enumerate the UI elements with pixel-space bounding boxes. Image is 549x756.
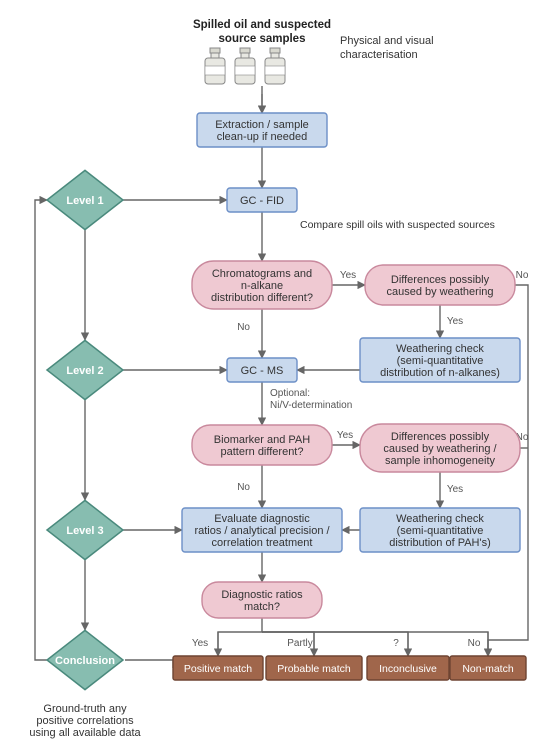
footer-note: positive correlations [36,715,134,727]
svg-text:n-alkane: n-alkane [241,280,283,292]
svg-text:pattern different?: pattern different? [221,446,304,458]
svg-text:Extraction / sample: Extraction / sample [215,119,309,131]
edge-label: No [516,270,529,281]
svg-text:caused by weathering: caused by weathering [386,286,493,298]
svg-text:Chromatograms and: Chromatograms and [212,268,312,280]
level-label: Level 2 [66,365,103,377]
svg-text:(semi-quantitative: (semi-quantitative [397,355,484,367]
svg-text:distribution of n-alkanes): distribution of n-alkanes) [380,367,500,379]
svg-text:Diagnostic ratios: Diagnostic ratios [221,589,303,601]
edge-label: No [237,482,250,493]
svg-text:GC - MS: GC - MS [241,365,284,377]
edge-label: No [237,322,250,333]
svg-text:GC - FID: GC - FID [240,195,284,207]
label-optional-l1: Optional: [270,388,310,399]
level-label: Level 1 [66,195,103,207]
svg-text:Differences possibly: Differences possibly [391,431,490,443]
edge-label: Yes [447,484,463,495]
footer-note: Ground-truth any [43,703,127,715]
outcome-label: Positive match [184,663,252,675]
svg-text:ratios / analytical precision: ratios / analytical precision / [194,525,330,537]
header-title-l1: Spilled oil and suspected [193,19,331,31]
level-label: Level 3 [66,525,103,537]
header-side-l2: characterisation [340,49,418,61]
label-optional-l2: Ni/V-determination [270,400,352,411]
outcome-label: Probable match [277,663,351,675]
svg-text:Differences possibly: Differences possibly [391,274,490,286]
flowchart-canvas: Yes No Yes Yes No Yes Yes Partly? No Spilled oil … [0,0,549,756]
level-label: Conclusion [55,655,115,667]
svg-text:distribution of PAH's): distribution of PAH's) [389,537,491,549]
svg-text:match?: match? [244,601,280,613]
svg-text:Weathering check: Weathering check [396,343,484,355]
svg-text:sample inhomogeneity: sample inhomogeneity [385,455,496,467]
svg-text:clean-up if needed: clean-up if needed [217,131,308,143]
svg-text:Evaluate diagnostic: Evaluate diagnostic [214,513,310,525]
edge-label: Yes [192,638,208,649]
edge-label: Yes [337,430,353,441]
svg-text:Weathering check: Weathering check [396,513,484,525]
edge-label: Yes [340,270,356,281]
svg-text:correlation treatment: correlation treatment [212,537,313,549]
svg-text:Biomarker and PAH: Biomarker and PAH [214,434,310,446]
edge-label: Yes [447,316,463,327]
svg-text:distribution different?: distribution different? [211,292,313,304]
header-side-l1: Physical and visual [340,35,434,47]
footer-note: using all available data [29,727,141,739]
header-title-l2: source samples [219,33,306,45]
edge-label: Partly [287,638,313,649]
edge-label: No [468,638,481,649]
outcome-label: Inconclusive [379,663,437,675]
label-compare: Compare spill oils with suspected source… [300,219,495,231]
edge-label: ? [393,638,399,649]
svg-text:caused by weathering /: caused by weathering / [383,443,497,455]
outcome-label: Non-match [462,663,514,675]
svg-text:(semi-quantitative: (semi-quantitative [397,525,484,537]
